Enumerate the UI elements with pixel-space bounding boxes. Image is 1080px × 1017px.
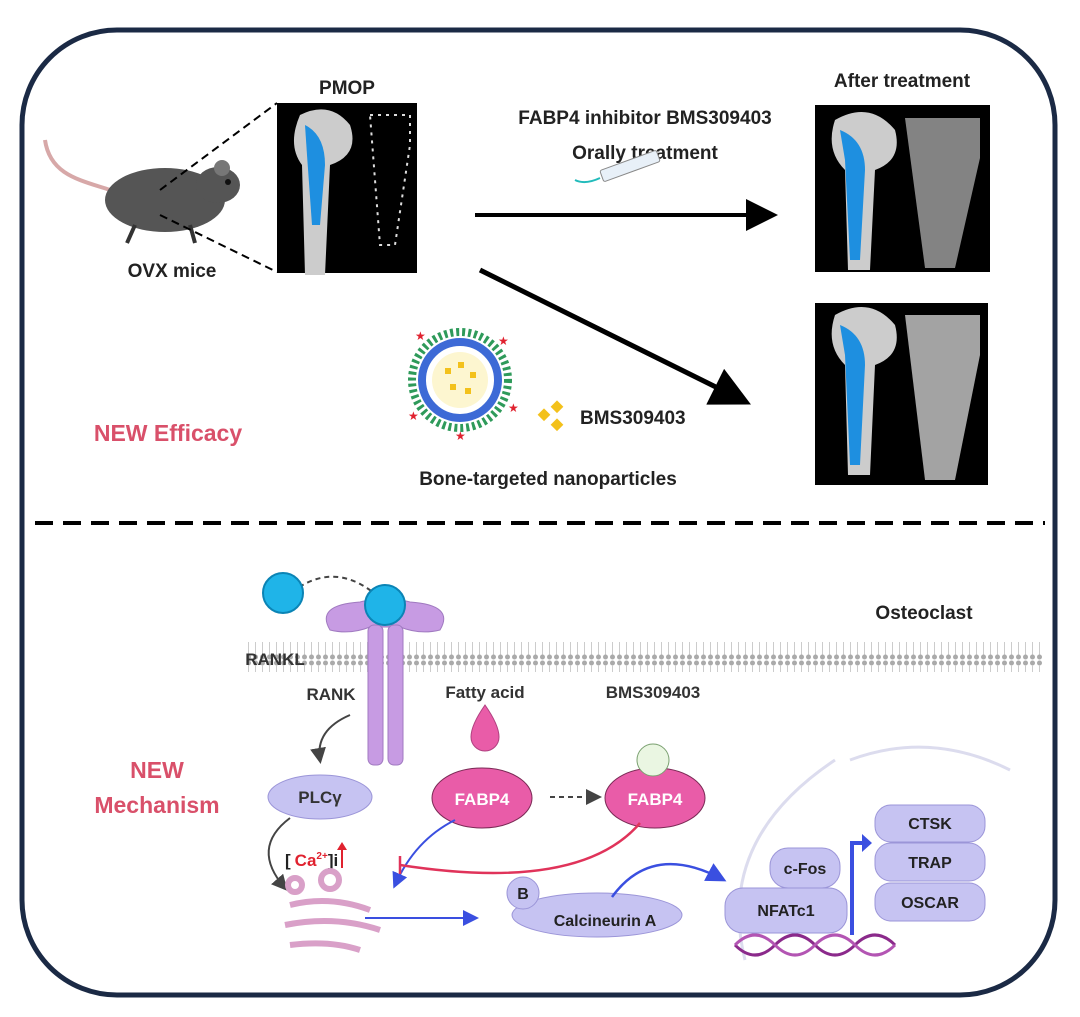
rankl-ligand — [262, 572, 304, 614]
outer-frame — [19, 27, 1058, 998]
ovx-mice-label: OVX mice — [128, 261, 217, 282]
svg-text:NFATc1: NFATc1 — [757, 903, 814, 920]
svg-text:c-Fos: c-Fos — [784, 861, 827, 878]
rankl-label: RANKL — [245, 650, 305, 669]
calcineurin-b-node — [506, 876, 540, 910]
after-nanoparticle-microct-image — [815, 303, 988, 485]
inhibitor-label: FABP4 inhibitor BMS309403 — [518, 108, 771, 129]
fabp4-node-a — [431, 767, 533, 829]
svg-text:CTSK: CTSK — [908, 816, 952, 833]
svg-text:PLCγ: PLCγ — [298, 788, 342, 807]
nanoparticle-icon: ★ ★ ★ ★ ★ — [408, 328, 519, 443]
svg-text:★: ★ — [455, 429, 466, 443]
new-label: NEW — [130, 757, 184, 783]
fatty-acid-label: Fatty acid — [445, 683, 524, 702]
oral-treatment-label: Orally treatment — [572, 143, 718, 164]
svg-text:★: ★ — [408, 409, 419, 423]
plc-node — [267, 774, 373, 820]
syringe-icon — [574, 150, 661, 184]
svg-text:TRAP: TRAP — [908, 855, 952, 872]
svg-text:FABP4: FABP4 — [455, 790, 510, 809]
mechanism-label: Mechanism — [94, 792, 219, 818]
svg-text:Calcineurin A: Calcineurin A — [554, 913, 657, 930]
calcium-label: [Ca2+]i — [285, 851, 338, 870]
ctsk-node — [874, 804, 986, 843]
calcineurin-node — [511, 892, 683, 938]
svg-text:OSCAR: OSCAR — [901, 895, 959, 912]
svg-text:B: B — [517, 886, 529, 903]
svg-text:★: ★ — [415, 329, 426, 343]
mouse-illustration — [43, 139, 240, 244]
svg-text:★: ★ — [508, 401, 519, 415]
after-treatment-label: After treatment — [834, 71, 971, 92]
fabp4-node-b — [604, 767, 706, 829]
activation-arrow — [392, 819, 456, 889]
svg-text:★: ★ — [498, 334, 509, 348]
svg-text:FABP4: FABP4 — [628, 790, 683, 809]
pmop-label: PMOP — [319, 78, 375, 99]
inhibition-arrow — [399, 822, 641, 875]
nanoparticles-label: Bone-targeted nanoparticles — [419, 469, 677, 490]
oscar-node — [874, 882, 986, 922]
after-oral-microct-image — [815, 105, 990, 272]
cell-membrane — [248, 642, 1043, 672]
bms-ligand — [636, 743, 670, 777]
bound-rankl — [364, 584, 406, 626]
new-efficacy-label: NEW Efficacy — [94, 420, 242, 446]
nfatc1-node — [724, 887, 848, 934]
drug-icon — [537, 400, 564, 432]
fatty-acid-ligand — [470, 704, 500, 752]
endoplasmic-reticulum — [284, 868, 381, 953]
nanoparticle-treatment-arrow — [478, 267, 751, 405]
rank-label: RANK — [306, 685, 356, 704]
osteoclast-label: Osteoclast — [875, 603, 973, 624]
drug-label: BMS309403 — [580, 408, 686, 429]
bms-label: BMS309403 — [606, 683, 701, 702]
pmop-microct-image — [277, 103, 417, 275]
trap-node — [874, 842, 986, 882]
